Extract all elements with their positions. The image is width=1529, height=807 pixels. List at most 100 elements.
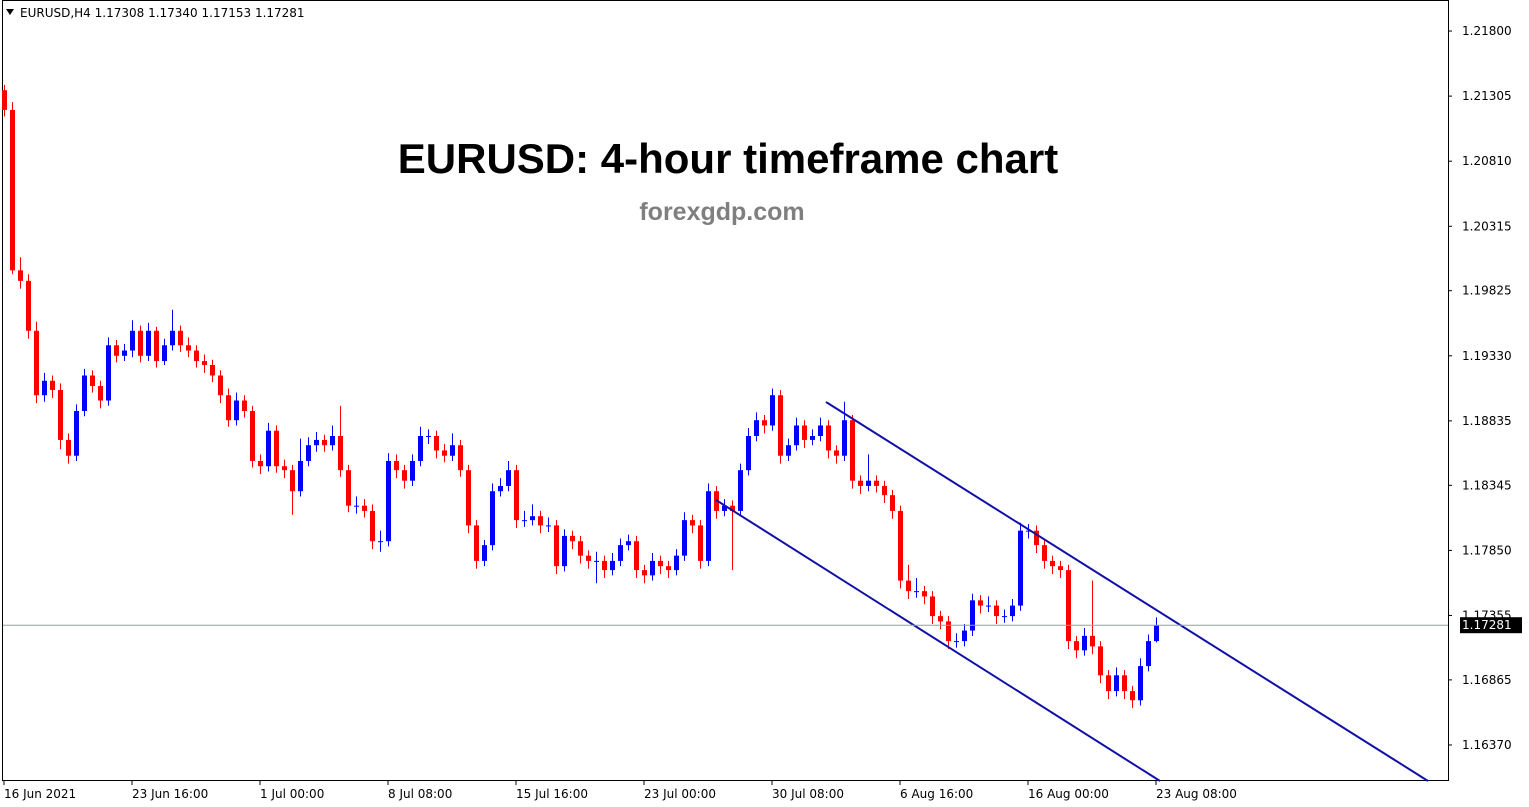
candle-body	[898, 510, 903, 581]
candle-body	[458, 445, 463, 471]
candle-body	[682, 520, 687, 556]
candle-body	[1034, 530, 1039, 546]
candle-body	[802, 425, 807, 440]
candle-body	[498, 485, 503, 492]
x-tick-label: 23 Jun 16:00	[132, 787, 208, 801]
candle-body	[314, 439, 319, 446]
last-price-label: 1.17281	[1462, 618, 1512, 632]
y-tick-label: 1.21305	[1462, 89, 1512, 103]
candle-body	[602, 560, 607, 571]
candle-body	[122, 350, 127, 356]
candle-body	[746, 435, 751, 471]
candle-body	[938, 616, 943, 622]
candle-body	[330, 435, 335, 446]
candle-body	[10, 109, 15, 271]
candle-body	[530, 516, 535, 521]
candle-body	[490, 491, 495, 546]
candle-body	[178, 330, 183, 346]
candle-body	[538, 516, 543, 526]
candle-body	[978, 600, 983, 606]
candle-body	[930, 596, 935, 617]
candle-body	[194, 350, 199, 362]
y-tick-label: 1.21800	[1462, 24, 1512, 38]
candle-body	[26, 280, 31, 331]
candle-body	[1042, 545, 1047, 561]
candle-body	[554, 525, 559, 567]
candle-body	[50, 380, 55, 390]
candle-body	[834, 450, 839, 456]
candle-body	[914, 591, 919, 593]
chart-title: EURUSD: 4-hour timeframe chart	[398, 135, 1058, 182]
x-tick-label: 23 Aug 08:00	[1156, 787, 1237, 801]
candle-body	[1090, 635, 1095, 647]
candle-body	[402, 470, 407, 481]
candle-body	[1018, 530, 1023, 606]
channel-lower	[715, 499, 1161, 782]
candle-body	[514, 470, 519, 521]
candle-body	[962, 630, 967, 642]
candle-body	[1154, 625, 1159, 642]
candle-body	[954, 641, 959, 643]
candle-body	[1098, 646, 1103, 676]
candle-body	[1114, 675, 1119, 692]
candle-body	[906, 580, 911, 592]
header-arrow	[6, 9, 14, 15]
y-tick-label: 1.19825	[1462, 284, 1512, 298]
candle-body	[610, 560, 615, 571]
candle-body	[2, 90, 7, 110]
candle-body	[754, 420, 759, 436]
candle-body	[290, 470, 295, 492]
candle-body	[842, 420, 847, 456]
chart-header: EURUSD,H4 1.17308 1.17340 1.17153 1.1728…	[20, 6, 305, 20]
x-tick-label: 30 Jul 08:00	[772, 787, 844, 801]
candle-body	[1050, 560, 1055, 567]
candle-body	[162, 345, 167, 362]
candle-body	[426, 435, 431, 437]
candle-body	[18, 270, 23, 281]
candle-body	[298, 460, 303, 492]
y-tick-label: 1.19330	[1462, 349, 1512, 363]
candle-body	[354, 505, 359, 507]
x-tick-label: 16 Aug 00:00	[1028, 787, 1109, 801]
candle-body	[1066, 570, 1071, 642]
candle-body	[42, 380, 47, 396]
candle-body	[642, 570, 647, 576]
candle-body	[154, 330, 159, 362]
candle-body	[474, 525, 479, 561]
candle-body	[98, 386, 103, 401]
candle-body	[274, 430, 279, 467]
x-tick-label: 8 Jul 08:00	[388, 787, 452, 801]
candle-body	[578, 541, 583, 556]
candle-body	[434, 435, 439, 451]
candle-body	[658, 560, 663, 567]
candle-body	[322, 439, 327, 446]
candle-body	[738, 470, 743, 511]
y-tick-label: 1.20810	[1462, 154, 1512, 168]
x-tick-label: 6 Aug 16:00	[900, 787, 973, 801]
candle-body	[226, 395, 231, 421]
candle-body	[698, 525, 703, 561]
y-tick-label: 1.18345	[1462, 478, 1512, 492]
candle-body	[378, 541, 383, 543]
candle-body	[338, 435, 343, 471]
candle-body	[90, 375, 95, 387]
candle-body	[818, 425, 823, 436]
candle-body	[874, 480, 879, 486]
candle-body	[786, 445, 791, 456]
candle-body	[794, 425, 799, 446]
candle-body	[690, 520, 695, 526]
candle-body	[586, 555, 591, 561]
candle-body	[890, 495, 895, 511]
candle-body	[506, 470, 511, 486]
candle-body	[250, 411, 255, 461]
candle-body	[850, 420, 855, 481]
y-tick-label: 1.18835	[1462, 414, 1512, 428]
candle-body	[202, 361, 207, 365]
candle-body	[1058, 566, 1063, 571]
candle-body	[666, 566, 671, 571]
candle-body	[1010, 605, 1015, 617]
candle-body	[386, 460, 391, 542]
candle-body	[130, 330, 135, 351]
y-tick-label: 1.17850	[1462, 543, 1512, 557]
candle-body	[306, 445, 311, 461]
